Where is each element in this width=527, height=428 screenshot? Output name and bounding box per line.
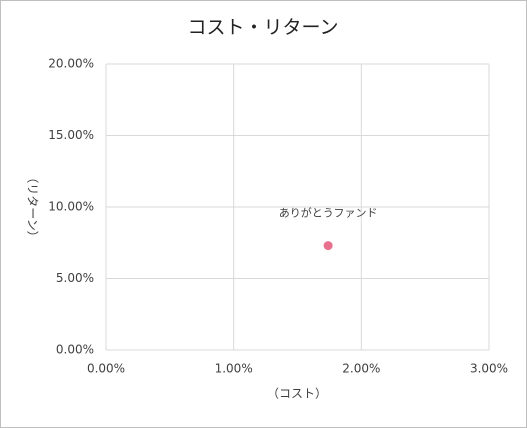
chart-title: コスト・リターン <box>187 17 338 39</box>
y-axis-label: （リターン） <box>26 171 40 242</box>
y-tick-label: 15.00% <box>48 128 94 142</box>
x-tick-label: 2.00% <box>342 362 380 376</box>
x-tick-label: 1.00% <box>215 362 253 376</box>
x-tick-label: 3.00% <box>470 362 508 376</box>
x-axis-label: （コスト） <box>267 387 327 401</box>
point-label: ありがとうファンド <box>279 206 378 220</box>
scatter-point <box>323 241 333 251</box>
y-tick-label: 20.00% <box>48 57 94 71</box>
y-tick-label: 5.00% <box>56 271 94 285</box>
y-tick-label: 10.00% <box>48 200 94 214</box>
x-tick-label: 0.00% <box>87 362 125 376</box>
y-tick-label: 0.00% <box>56 343 94 357</box>
